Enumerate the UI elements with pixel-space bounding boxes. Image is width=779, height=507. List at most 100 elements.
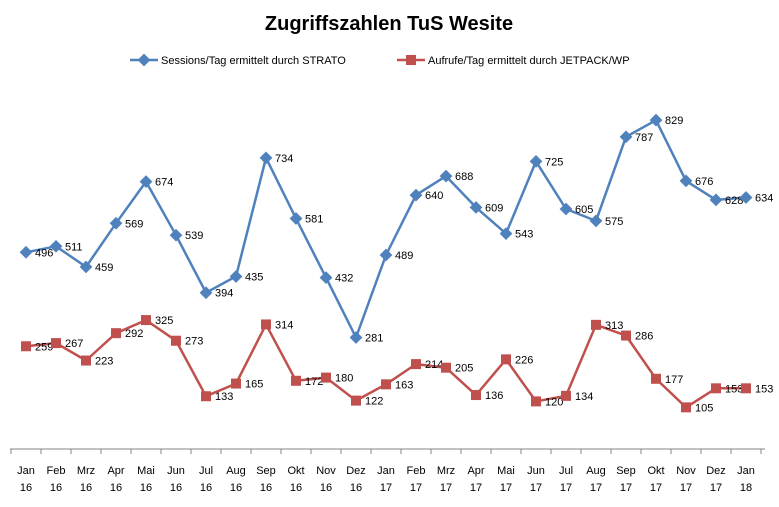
x-tick-label-month: Jul <box>199 465 213 477</box>
x-tick-label-month: Okt <box>647 465 664 477</box>
x-axis-ticks: Jan 16 Feb 16 Mrz 16 Apr 16 Mai 16 Jun 16 Jul 16 Aug 16… <box>10 449 762 494</box>
data-point-sessions <box>499 227 513 240</box>
data-label-sessions: 829 <box>665 115 683 127</box>
x-tick-label-year: 17 <box>500 482 512 494</box>
data-label-aufrufe: 259 <box>35 341 53 353</box>
x-tick-label-month: Mai <box>137 465 155 477</box>
series-layer: 496 511 459 569 674 539 394 435 734 581 432 281 489 6… <box>19 113 773 414</box>
data-label-sessions: 496 <box>35 247 53 259</box>
chart-title: Zugriffszahlen TuS Wesite <box>265 13 513 35</box>
x-tick-label-month: Dez <box>346 465 366 477</box>
legend-item-sessions: Sessions/Tag ermittelt durch STRATO <box>130 53 346 67</box>
legend-item-aufrufe: Aufrufe/Tag ermittelt durch JETPACK/WP <box>397 55 630 67</box>
data-point-sessions <box>49 239 63 253</box>
x-tick-label-year: 16 <box>320 482 332 494</box>
data-point-sessions <box>409 188 423 202</box>
data-point-sessions <box>679 174 693 188</box>
x-tick-label-month: Mai <box>497 465 515 477</box>
x-tick-label-year: 17 <box>410 482 422 494</box>
data-point-aufrufe <box>411 359 421 370</box>
x-tick-label-year: 16 <box>200 482 212 494</box>
data-label-aufrufe: 267 <box>65 338 83 350</box>
x-tick-label-month: Dez <box>706 465 726 477</box>
x-tick-label-month: Nov <box>676 465 696 477</box>
data-point-sessions <box>589 214 603 228</box>
data-point-aufrufe <box>291 375 301 386</box>
data-label-sessions: 511 <box>65 241 83 253</box>
data-point-sessions <box>469 201 483 214</box>
data-point-aufrufe <box>261 319 271 330</box>
data-point-aufrufe <box>21 341 31 352</box>
legend-marker-sessions <box>137 53 151 67</box>
data-point-aufrufe <box>141 315 151 326</box>
data-label-aufrufe: 163 <box>395 379 413 391</box>
x-tick-label-month: Jun <box>167 465 185 477</box>
data-label-aufrufe: 226 <box>515 354 533 366</box>
x-tick-label-month: Mrz <box>77 465 95 477</box>
data-point-sessions <box>229 270 243 283</box>
data-point-sessions <box>619 130 633 144</box>
data-point-sessions <box>349 331 363 344</box>
data-label-aufrufe: 133 <box>215 391 233 403</box>
x-tick-label-month: Jun <box>527 465 545 477</box>
x-tick-label-year: 16 <box>50 482 62 494</box>
data-label-sessions: 676 <box>695 176 713 188</box>
x-tick-label-year: 17 <box>620 482 632 494</box>
data-label-sessions: 640 <box>425 190 443 202</box>
x-tick-label-year: 16 <box>290 482 302 494</box>
x-tick-label-month: Aug <box>226 465 246 477</box>
data-label-aufrufe: 172 <box>305 376 323 388</box>
data-label-aufrufe: 153 <box>725 383 743 395</box>
data-point-sessions <box>109 216 123 230</box>
x-tick-label-month: Jan <box>377 465 395 477</box>
data-label-aufrufe: 180 <box>335 373 353 385</box>
data-label-aufrufe: 153 <box>755 383 773 395</box>
data-point-sessions <box>169 228 183 242</box>
data-point-sessions <box>649 113 663 127</box>
x-tick-label-year: 17 <box>560 482 572 494</box>
data-label-aufrufe: 136 <box>485 390 503 402</box>
data-label-sessions: 787 <box>635 132 653 144</box>
data-point-sessions <box>529 155 543 168</box>
data-label-sessions: 435 <box>245 271 263 283</box>
data-point-aufrufe <box>651 373 661 384</box>
data-point-aufrufe <box>441 362 451 373</box>
x-tick-label-year: 17 <box>470 482 482 494</box>
data-point-aufrufe <box>81 355 91 366</box>
data-point-sessions <box>319 271 333 285</box>
data-point-sessions <box>289 212 303 225</box>
x-tick-label-year: 16 <box>350 482 362 494</box>
data-label-sessions: 725 <box>545 156 563 168</box>
data-label-aufrufe: 273 <box>185 336 203 348</box>
data-point-aufrufe <box>351 395 361 406</box>
data-point-aufrufe <box>681 402 691 413</box>
x-tick-label-year: 17 <box>440 482 452 494</box>
data-point-aufrufe <box>501 354 511 365</box>
data-point-aufrufe <box>111 328 121 339</box>
x-tick-label-month: Jul <box>559 465 573 477</box>
x-tick-label-year: 17 <box>680 482 692 494</box>
x-tick-label-year: 17 <box>380 482 392 494</box>
data-point-aufrufe <box>561 390 571 401</box>
data-label-sessions: 628 <box>725 195 743 207</box>
x-tick-label-month: Aug <box>586 465 606 477</box>
x-tick-label-month: Mrz <box>437 465 455 477</box>
x-tick-label-year: 17 <box>710 482 722 494</box>
legend: Sessions/Tag ermittelt durch STRATO Aufr… <box>130 53 630 67</box>
data-label-sessions: 674 <box>155 177 173 189</box>
data-point-aufrufe <box>381 379 391 390</box>
legend-label-aufrufe: Aufrufe/Tag ermittelt durch JETPACK/WP <box>428 55 630 67</box>
x-tick-label-year: 16 <box>110 482 122 494</box>
data-point-aufrufe <box>711 383 721 394</box>
data-point-aufrufe <box>531 396 541 407</box>
x-tick-label-month: Feb <box>407 465 426 477</box>
data-label-aufrufe: 122 <box>365 396 383 408</box>
data-label-sessions: 609 <box>485 202 503 214</box>
x-tick-label-year: 16 <box>140 482 152 494</box>
data-label-aufrufe: 165 <box>245 379 263 391</box>
data-label-aufrufe: 205 <box>455 363 473 375</box>
data-label-sessions: 605 <box>575 204 593 216</box>
data-point-aufrufe <box>741 383 751 394</box>
data-point-aufrufe <box>471 390 481 401</box>
